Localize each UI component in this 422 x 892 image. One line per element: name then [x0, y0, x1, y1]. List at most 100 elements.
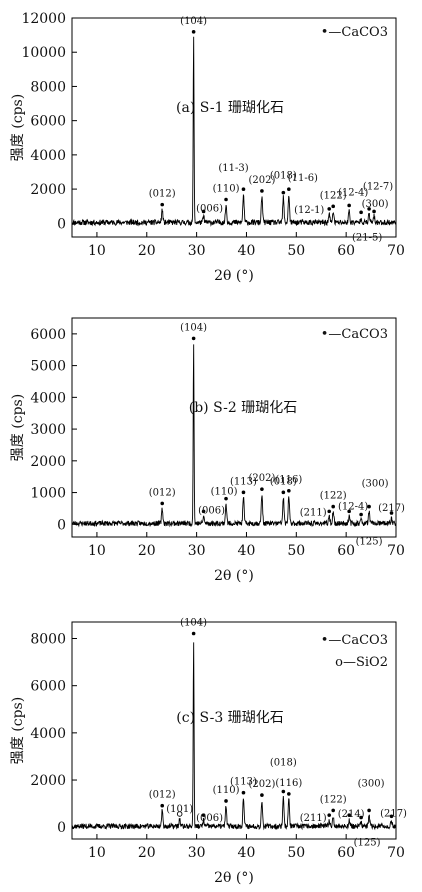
- y-tick-label: 2000: [30, 773, 66, 789]
- y-tick-label: 4000: [30, 726, 66, 742]
- peak-label: (104): [180, 618, 207, 629]
- x-tick-label: 60: [337, 243, 355, 259]
- peak-label: (21-5): [352, 232, 382, 243]
- y-axis-label: 强度 (cps): [10, 394, 26, 461]
- peak-label: (12-4): [338, 187, 368, 198]
- peak-label: (110): [213, 183, 240, 194]
- xrd-pattern-line: [71, 642, 397, 831]
- y-tick-label: 0: [57, 820, 66, 836]
- x-tick-label: 60: [337, 543, 355, 559]
- y-tick-label: 6000: [30, 679, 66, 695]
- peak-marker: [327, 509, 332, 514]
- peak-label: (122): [320, 794, 347, 805]
- panel-title: (b) S-2 珊瑚化石: [189, 400, 298, 416]
- peak-label: (202): [248, 175, 275, 186]
- x-tick-label: 40: [238, 543, 256, 559]
- peak-marker: [327, 207, 332, 211]
- legend-entry: o—SiO2: [335, 655, 388, 670]
- peak-marker: [191, 631, 196, 636]
- y-tick-label: 0: [57, 517, 66, 533]
- x-axis-label: 2θ (°): [214, 268, 254, 284]
- peak-marker: [241, 490, 246, 495]
- peak-marker: [260, 793, 264, 797]
- peak-marker: [287, 187, 291, 192]
- peak-label: (202): [248, 473, 275, 484]
- peak-label: (006): [196, 813, 223, 824]
- peak-label: (018): [270, 171, 297, 182]
- plot-frame: [71, 17, 397, 238]
- peak-marker: [176, 811, 183, 817]
- peak-label: (110): [211, 487, 238, 498]
- peak-marker: [367, 808, 371, 813]
- peak-marker: [347, 813, 351, 817]
- y-tick-label: 5000: [30, 359, 66, 375]
- chart-c-svg: 0 2000 4000 6000 8000 10 20 30 40 50 60 70 2θ (°) 强度 …: [10, 618, 407, 886]
- chart-a: 0 2000 4000 6000 8000 10000 12000 10 20 30 40 50 60 7…: [0, 0, 422, 290]
- x-tick-label: 20: [138, 845, 156, 861]
- x-tick-label: 70: [387, 845, 405, 861]
- peak-marker: [260, 487, 264, 491]
- panel-title: (c) S-3 珊瑚化石: [176, 710, 283, 726]
- y-axis-label: 强度 (cps): [10, 697, 26, 764]
- peak-marker: [201, 813, 206, 817]
- y-tick-label: 4000: [30, 148, 66, 164]
- peak-marker: [160, 501, 165, 506]
- y-tick-label: 2000: [30, 454, 66, 470]
- peak-marker: [367, 207, 371, 211]
- peak-label: (116): [275, 475, 302, 486]
- x-tick-label: 10: [88, 243, 106, 259]
- peak-marker: [201, 209, 206, 214]
- peak-marker: [281, 490, 286, 495]
- peak-marker: [160, 202, 165, 207]
- x-tick-label: 70: [387, 243, 405, 259]
- y-tick-label: 1000: [30, 486, 66, 502]
- peak-marker: [331, 504, 335, 509]
- peak-label: (104): [180, 16, 207, 27]
- peak-marker: [224, 496, 228, 501]
- peak-marker: [347, 509, 351, 514]
- peak-label: (217): [380, 808, 407, 819]
- panel-title: (a) S-1 珊瑚化石: [176, 100, 284, 116]
- y-tick-label: 10000: [21, 45, 66, 61]
- peak-marker: [327, 813, 332, 817]
- peak-marker: [287, 488, 291, 493]
- y-tick-label: 8000: [30, 632, 66, 648]
- peak-marker: [372, 209, 376, 214]
- y-tick-label: 2000: [30, 182, 66, 198]
- legend-entry: •—CaCO3: [321, 327, 388, 342]
- y-tick-label: 12000: [21, 11, 66, 27]
- xrd-pattern-line: [71, 36, 397, 227]
- y-tick-label: 3000: [30, 422, 66, 438]
- peak-marker: [331, 204, 335, 209]
- peak-label: (006): [198, 505, 225, 516]
- peak-marker: [359, 512, 363, 517]
- chart-b: 0 1000 2000 3000 4000 5000 6000 10 20 30 40 50 60 70 2…: [0, 300, 422, 590]
- x-tick-label: 10: [88, 543, 106, 559]
- y-tick-label: 4000: [30, 390, 66, 406]
- chart-b-svg: 0 1000 2000 3000 4000 5000 6000 10 20 30 40 50 60 70 2…: [10, 317, 405, 584]
- peak-label: (11-6): [288, 173, 318, 184]
- peak-label: (122): [320, 491, 347, 502]
- peak-marker: [389, 814, 394, 819]
- peak-marker: [281, 789, 286, 794]
- x-axis-label: 2θ (°): [214, 568, 254, 584]
- peak-label: (125): [354, 837, 381, 848]
- peak-label: (113): [230, 777, 257, 788]
- peak-marker: [389, 511, 394, 515]
- peak-label: (122): [320, 190, 347, 201]
- peak-label: (300): [358, 778, 385, 789]
- x-tick-label: 50: [287, 543, 305, 559]
- x-tick-label: 20: [138, 543, 156, 559]
- peak-marker: [191, 30, 196, 34]
- plot-frame: [71, 317, 397, 538]
- peak-label: (110): [213, 785, 240, 796]
- peak-label: (217): [378, 503, 405, 514]
- peak-marker: [241, 790, 246, 795]
- x-tick-label: 30: [188, 243, 206, 259]
- x-tick-label: 70: [387, 543, 405, 559]
- peak-label: (300): [362, 199, 389, 210]
- peak-label: (11-3): [218, 163, 248, 174]
- peak-label: (012): [149, 189, 176, 200]
- x-tick-label: 50: [287, 243, 305, 259]
- x-tick-label: 40: [238, 243, 256, 259]
